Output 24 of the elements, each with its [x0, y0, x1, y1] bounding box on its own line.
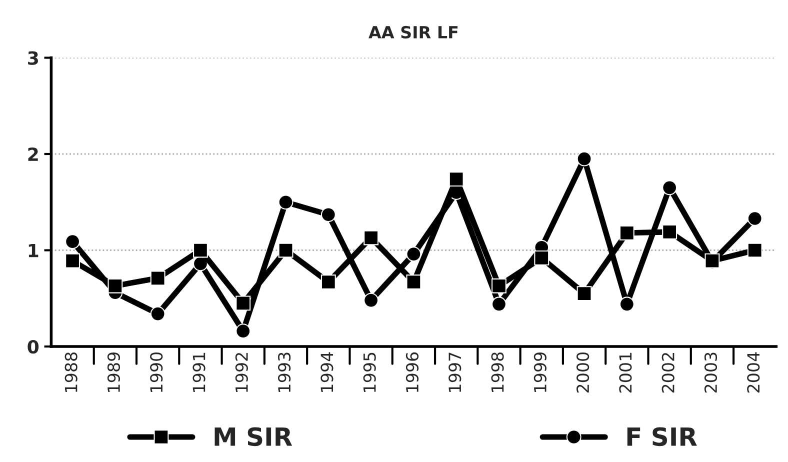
x-tick-label: 1988: [64, 352, 78, 392]
x-tick-label: 1990: [150, 352, 163, 392]
x-tick-label: 1995: [363, 352, 376, 392]
y-tick-label: 2: [28, 147, 38, 161]
x-tick-label: 2004: [747, 352, 760, 393]
chart-title: AA SIR LF: [368, 26, 458, 39]
x-tick-label: 1996: [406, 352, 419, 392]
x-tick-label: 1997: [448, 352, 462, 392]
x-tick-label: 2003: [704, 352, 718, 393]
y-tick-label: 1: [28, 244, 38, 258]
x-tick-label: 1992: [235, 353, 248, 392]
x-tick-label: 2001: [619, 352, 632, 393]
y-tick-label: 3: [28, 51, 38, 65]
x-tick-label: 1998: [491, 352, 504, 392]
x-tick-label: 2002: [662, 353, 674, 393]
legend-label: M SIR: [214, 427, 292, 446]
legend-label: F SIR: [627, 427, 697, 446]
x-tick-label: 1994: [320, 352, 334, 392]
y-tick-label: 0: [28, 340, 39, 354]
x-tick-label: 1991: [192, 352, 206, 392]
x-tick-label: 1989: [107, 352, 120, 392]
x-tick-label: 2000: [576, 352, 590, 393]
x-tick-label: 1999: [534, 352, 546, 392]
x-tick-label: 1993: [278, 352, 291, 392]
